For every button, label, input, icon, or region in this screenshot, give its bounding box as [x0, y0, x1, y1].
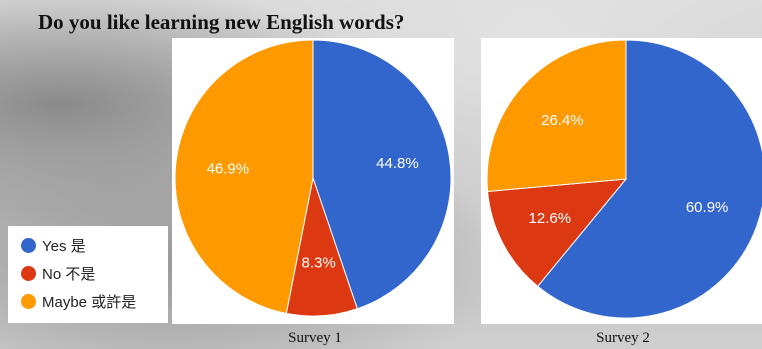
- legend-swatch-no: [21, 265, 36, 281]
- legend-item-maybe: Maybe 或許是: [21, 290, 136, 312]
- pie-slice-maybe: [174, 39, 314, 314]
- pie-chart-survey-2: 60.9% 12.6% 26.4%: [481, 38, 762, 324]
- survey-2-caption: Survey 2: [596, 330, 650, 346]
- chart-legend: Yes 是 No 不是 Maybe 或許是: [8, 226, 168, 323]
- pie-chart-survey-1: 44.8% 8.3% 46.9%: [172, 38, 454, 324]
- slice-label-maybe: 46.9%: [207, 161, 250, 178]
- pie-slice-yes: [536, 39, 762, 319]
- legend-item-yes: Yes 是: [21, 234, 86, 256]
- pie-svg-survey-2: 60.9% 12.6% 26.4%: [486, 39, 762, 319]
- slice-label-no: 12.6%: [529, 210, 572, 227]
- pie-slice-no: [487, 178, 628, 288]
- chart-title: Do you like learning new English words?: [38, 10, 405, 34]
- survey-1-caption: Survey 1: [288, 330, 342, 346]
- slice-label-maybe: 26.4%: [541, 112, 584, 129]
- legend-label-maybe: Maybe 或許是: [42, 293, 137, 311]
- slice-label-yes: 44.8%: [376, 155, 419, 172]
- slice-label-yes: 60.9%: [686, 199, 729, 216]
- pie-slice-yes: [312, 39, 452, 310]
- legend-swatch-yes: [21, 237, 36, 253]
- slice-label-no: 8.3%: [302, 254, 336, 271]
- legend-swatch-maybe: [21, 293, 36, 309]
- pie-slice-maybe: [486, 39, 627, 192]
- pie-svg-survey-1: 44.8% 8.3% 46.9%: [174, 39, 452, 317]
- legend-label-yes: Yes 是: [42, 237, 86, 255]
- legend-item-no: No 不是: [21, 262, 95, 284]
- legend-label-no: No 不是: [42, 265, 96, 283]
